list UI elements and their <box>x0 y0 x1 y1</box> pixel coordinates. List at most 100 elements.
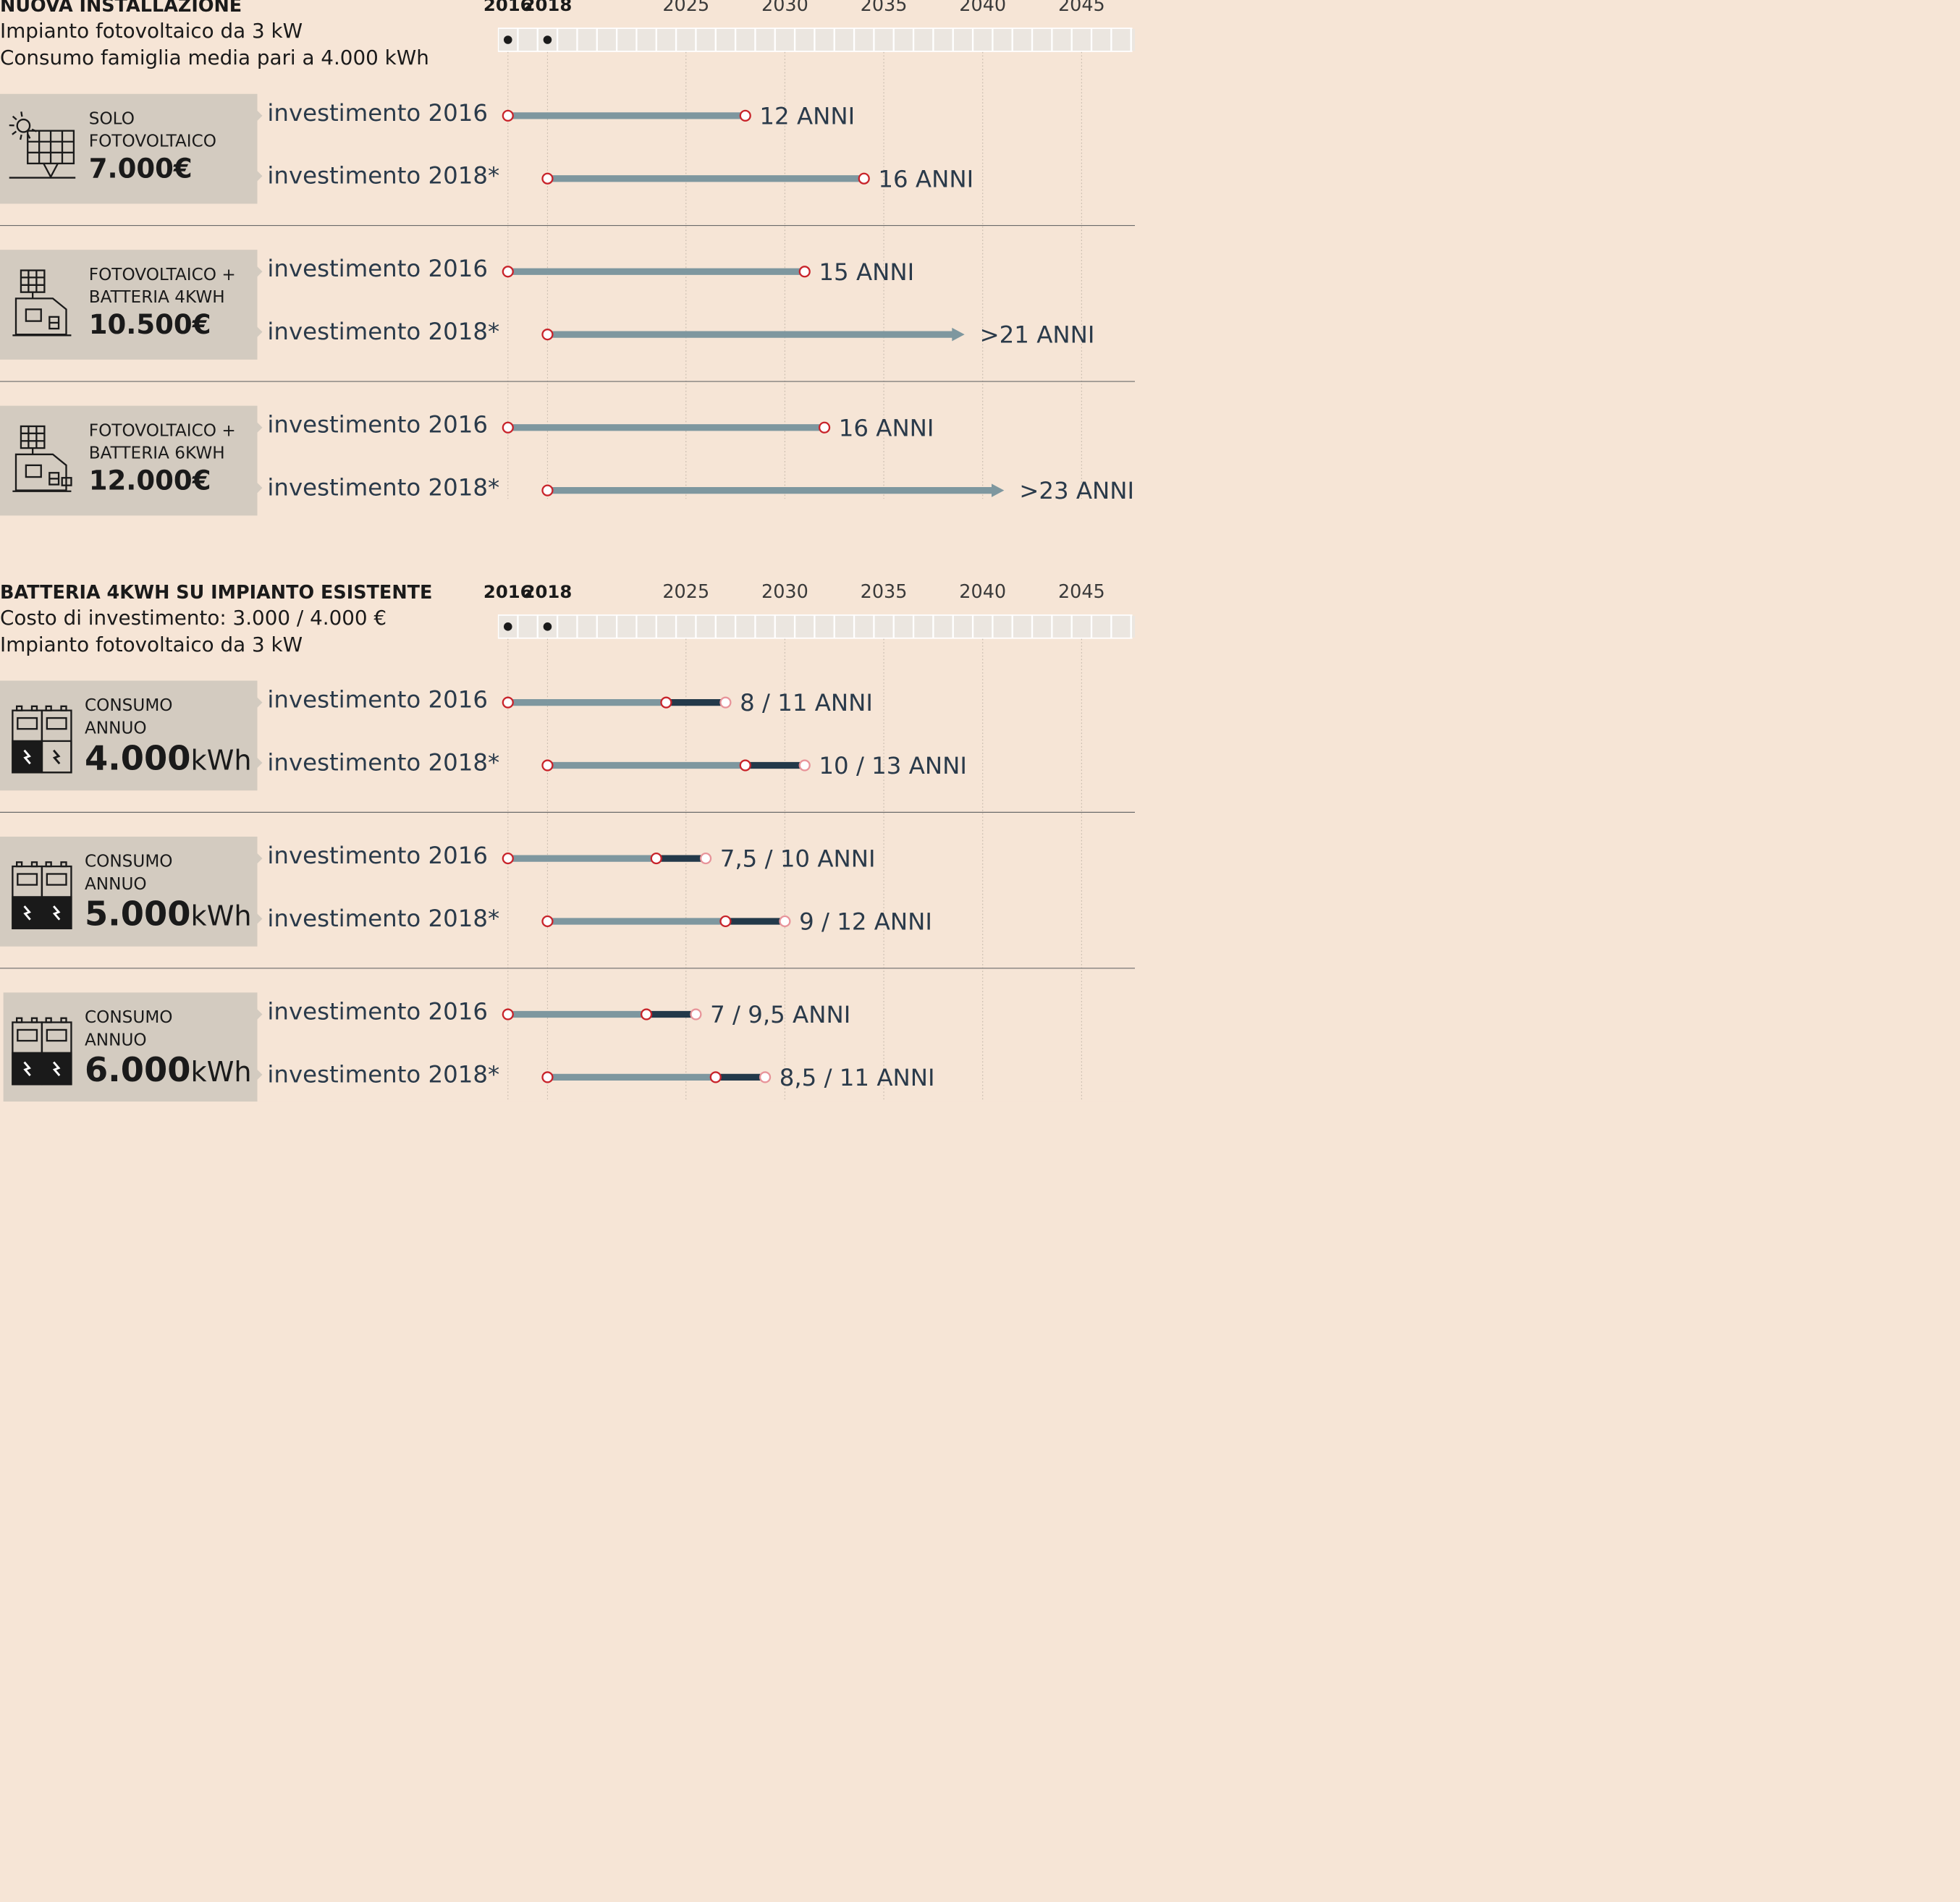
timeline-cell <box>578 615 596 638</box>
section-nuova-installazione: NUOVA INSTALLAZIONE Impianto fotovoltaico… <box>0 0 1136 516</box>
row-label: investimento 2018* <box>267 318 499 345</box>
timeline-cell <box>1013 615 1031 638</box>
start-marker <box>541 1071 554 1083</box>
timeline-cell <box>914 28 933 51</box>
end-marker <box>719 696 732 709</box>
timeline-cell <box>815 28 834 51</box>
timeline-row: investimento 2016 7,5 / 10 ANNI <box>267 842 875 873</box>
timeline-cell <box>1033 615 1052 638</box>
axis-tick-label: 2016 <box>483 581 533 602</box>
row-result: 15 ANNI <box>819 258 914 286</box>
axis-tick-label: 2018 <box>523 0 573 15</box>
timeline-cell <box>1052 615 1071 638</box>
price-value: 12.000€ <box>89 465 211 496</box>
section-batteria-esistente: BATTERIA 4KWH SU IMPIANTO ESISTENTECosto… <box>0 581 1136 1102</box>
start-marker <box>541 329 554 341</box>
row-result: 12 ANNI <box>759 102 855 130</box>
timeline-cell <box>1052 28 1071 51</box>
timeline-cell <box>795 28 814 51</box>
group-label: FOTOVOLTAICO <box>89 132 216 151</box>
group-label: FOTOVOLTAICO + <box>89 421 236 440</box>
group-price: 4.000kWh <box>85 738 252 777</box>
timeline-row: investimento 2018* >23 ANNI <box>267 474 1134 505</box>
timeline-row: investimento 2018* 16 ANNI <box>267 162 973 193</box>
timeline-row: investimento 2016 7 / 9,5 ANNI <box>267 997 850 1028</box>
timeline-cell <box>874 28 893 51</box>
group: FOTOVOLTAICO + BATTERIA 4KWH 10.500€ invest… <box>0 250 1094 360</box>
timeline-cell <box>518 615 537 638</box>
group: FOTOVOLTAICO + BATTERIA 6KWH 12.000€ invest… <box>0 405 1134 516</box>
timeline-cell <box>578 28 596 51</box>
section-subtitle: Impianto fotovoltaico da 3 kW <box>0 633 303 656</box>
timeline-cell <box>1112 28 1131 51</box>
house-solar-battery-icon <box>12 269 72 337</box>
group-label: CONSUMO <box>85 853 173 871</box>
row-label: investimento 2016 <box>267 686 488 714</box>
end-marker <box>858 172 870 185</box>
timeline-cell <box>656 28 675 51</box>
row-result: >21 ANNI <box>980 321 1095 349</box>
timeline-cell <box>716 615 735 638</box>
timeline-cell <box>637 615 656 638</box>
start-year-dot <box>543 35 552 44</box>
timeline-cell <box>993 28 1012 51</box>
price-value: 4.000 <box>85 738 190 777</box>
mid-marker <box>719 915 732 928</box>
timeline-cell <box>696 615 715 638</box>
timeline-cell <box>993 615 1012 638</box>
timeline-cell <box>934 28 952 51</box>
timeline-cell <box>617 615 636 638</box>
label-box <box>0 93 263 204</box>
timeline-row: investimento 2016 15 ANNI <box>267 255 914 286</box>
price-value: 7.000€ <box>89 153 193 185</box>
timeline-row: investimento 2018* 9 / 12 ANNI <box>267 905 932 936</box>
timeline-cell <box>1112 615 1131 638</box>
axis-tick-label: 2018 <box>523 581 573 602</box>
timeline-cell <box>1033 28 1052 51</box>
timeline-cell <box>637 28 656 51</box>
timeline-cell <box>973 28 992 51</box>
group-price: 12.000€ <box>89 465 211 496</box>
start-marker <box>541 484 554 496</box>
timeline-cell <box>953 615 972 638</box>
row-label: investimento 2016 <box>267 997 488 1025</box>
start-year-dot <box>543 622 552 631</box>
timeline-cell <box>656 615 675 638</box>
timeline-cell <box>775 28 794 51</box>
mid-marker <box>650 852 662 865</box>
timeline-cell <box>518 28 537 51</box>
timeline-cell <box>736 615 755 638</box>
group-price: 10.500€ <box>89 309 211 340</box>
group-label: ANNUO <box>85 1031 147 1049</box>
section-title: BATTERIA 4KWH SU IMPIANTO ESISTENTE <box>0 582 432 604</box>
house-solar-two-batteries-icon <box>12 425 72 492</box>
timeline-cell <box>874 615 893 638</box>
timeline-cell <box>716 28 735 51</box>
row-label: investimento 2018* <box>267 905 499 932</box>
start-marker <box>541 915 554 928</box>
end-marker <box>759 1071 772 1083</box>
axis-tick-label: 2040 <box>959 581 1006 603</box>
timeline-cell <box>835 28 853 51</box>
start-marker <box>541 759 554 772</box>
row-label: investimento 2018* <box>267 474 499 502</box>
timeline-row: investimento 2016 12 ANNI <box>267 99 855 130</box>
row-label: investimento 2016 <box>267 255 488 282</box>
timeline-cell <box>815 615 834 638</box>
timeline-row: investimento 2018* >21 ANNI <box>267 318 1094 349</box>
timeline-cell <box>1092 615 1111 638</box>
price-unit: kWh <box>190 1057 251 1089</box>
battery-units-mid-icon <box>12 861 72 929</box>
timeline-cell <box>1131 28 1136 51</box>
group-label: BATTERIA 4KWH <box>89 288 225 307</box>
row-label: investimento 2018* <box>267 1060 499 1088</box>
row-result: 10 / 13 ANNI <box>819 752 966 779</box>
timeline-cell <box>558 615 577 638</box>
timeline-cell <box>677 28 696 51</box>
group-label: ANNUO <box>85 719 147 737</box>
timeline-row: investimento 2018* 10 / 13 ANNI <box>267 748 966 779</box>
timeline-cell <box>756 28 774 51</box>
row-label: investimento 2016 <box>267 411 488 439</box>
